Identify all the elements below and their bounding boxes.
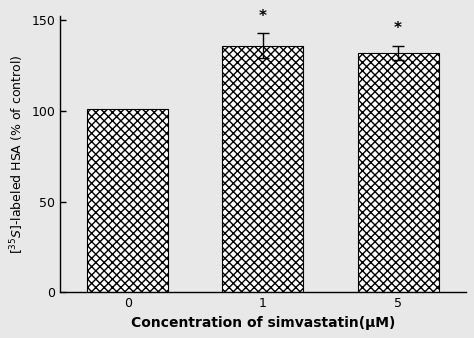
Bar [87, 109, 168, 292]
Text: *: * [259, 9, 267, 24]
Y-axis label: $[^{35}S]$-labeled HSA (% of control): $[^{35}S]$-labeled HSA (% of control) [9, 54, 26, 254]
Bar [222, 46, 303, 292]
Bar [357, 53, 438, 292]
X-axis label: Concentration of simvastatin(μM): Concentration of simvastatin(μM) [131, 316, 395, 330]
Text: *: * [394, 21, 402, 37]
